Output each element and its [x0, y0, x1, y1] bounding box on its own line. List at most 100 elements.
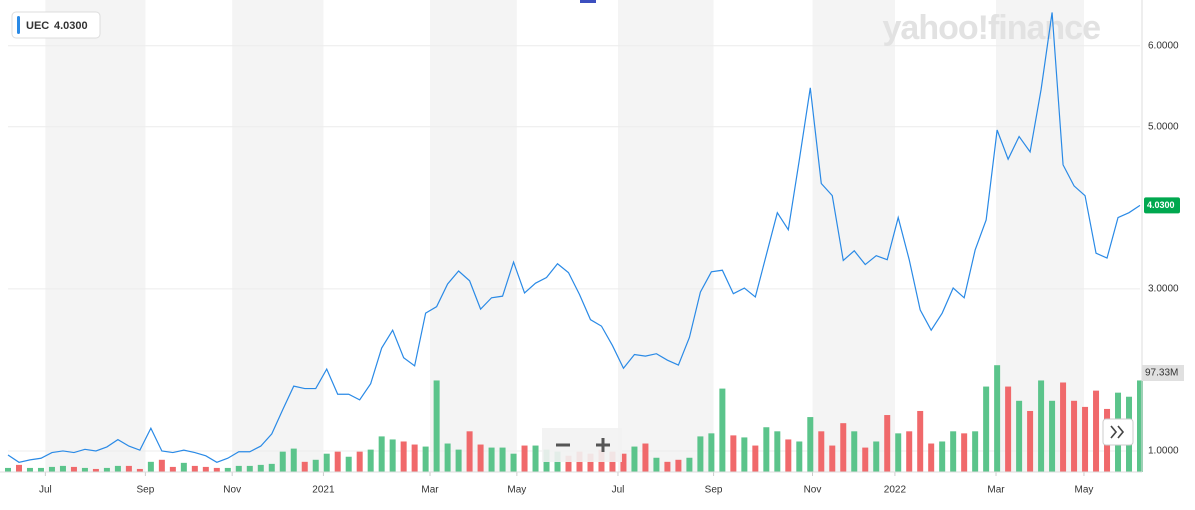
volume-bar	[642, 443, 649, 472]
volume-bar	[697, 436, 704, 472]
volume-bar	[1082, 406, 1089, 472]
x-tick-label: Nov	[223, 485, 241, 496]
x-tick-label: 2022	[884, 485, 907, 496]
volume-bar	[301, 461, 308, 472]
volume-bar	[1027, 410, 1034, 472]
volume-bar	[763, 427, 770, 472]
volume-bar	[510, 453, 517, 472]
volume-bar	[312, 459, 319, 472]
volume-bar	[433, 380, 440, 472]
volume-bar	[499, 447, 506, 472]
volume-bar	[158, 459, 165, 472]
watermark: yahoo!finance	[883, 9, 1101, 47]
scroll-button[interactable]	[1102, 418, 1134, 446]
volume-bar	[961, 433, 968, 472]
volume-bar	[488, 447, 495, 472]
volume-bar	[708, 433, 715, 472]
volume-bar	[224, 467, 231, 472]
month-shading	[45, 0, 1084, 472]
volume-bar	[48, 466, 55, 472]
volume-bar	[466, 431, 473, 472]
y-tick-label: 5.0000	[1148, 121, 1179, 132]
volume-bar	[477, 444, 484, 472]
volume-bar	[323, 453, 330, 472]
volume-bar	[873, 441, 880, 472]
volume-bar	[1005, 386, 1012, 472]
volume-bar	[235, 465, 242, 472]
legend-swatch	[17, 16, 20, 34]
y2-tick-label: 97.33M	[1145, 368, 1178, 379]
volume-bar	[906, 431, 913, 472]
zoom-controls[interactable]	[542, 428, 622, 462]
month-band	[812, 0, 895, 472]
volume-bar	[81, 467, 88, 472]
volume-bar	[675, 459, 682, 472]
volume-bar	[422, 446, 429, 472]
scroll-icon	[1110, 425, 1125, 439]
y-tick-label: 6.0000	[1148, 40, 1179, 51]
top-handle	[580, 0, 596, 3]
volume-bar	[741, 437, 748, 472]
legend-box	[11, 11, 101, 39]
volume-bar	[587, 453, 594, 472]
volume-bar	[180, 462, 187, 472]
volume-bar	[345, 456, 352, 472]
volume-bar	[939, 441, 946, 472]
volume-bar	[268, 463, 275, 472]
x-tick-label: Jul	[39, 485, 52, 496]
volume-bar	[730, 435, 737, 472]
volume-bar	[367, 449, 374, 472]
volume-bar	[664, 461, 671, 472]
x-tick-label: Sep	[136, 485, 154, 496]
legend-name: UEC	[26, 20, 49, 32]
volume-bar	[1137, 380, 1143, 472]
volume-bar	[796, 441, 803, 472]
volume-bar	[840, 423, 847, 472]
volume-bar	[37, 467, 44, 472]
volume-bar	[829, 445, 836, 472]
last-price-label: 4.0300	[1147, 200, 1175, 210]
volume-bar	[378, 436, 385, 472]
volume-bar	[246, 465, 253, 472]
grid	[8, 45, 1140, 452]
volume-bar	[1071, 400, 1078, 472]
volume-bar	[92, 468, 99, 472]
y-tick-label: 1.0000	[1148, 446, 1179, 457]
x-tick-label: Jul	[612, 485, 625, 496]
volume-bar	[290, 448, 297, 472]
volume-bar	[455, 449, 462, 472]
volume-bar	[818, 431, 825, 472]
volume-bar	[983, 386, 990, 472]
scroll-right[interactable]	[1102, 418, 1134, 446]
volume-bar	[202, 466, 209, 472]
volume-bar	[972, 431, 979, 472]
volume-bar	[686, 457, 693, 472]
volume-bar	[279, 451, 286, 472]
legend-value: 4.0300	[54, 20, 88, 32]
x-tick-label: May	[507, 485, 526, 496]
volume-bar	[1060, 382, 1067, 472]
volume-bar	[884, 415, 891, 472]
volume-bar	[719, 388, 726, 472]
price-line	[7, 12, 1141, 463]
volume-bar	[653, 457, 660, 472]
volume-bar	[15, 464, 22, 472]
volume-bar	[774, 431, 781, 472]
volume-bar	[994, 365, 1001, 472]
volume-bar	[1093, 390, 1100, 472]
volume-bar	[103, 467, 110, 472]
volume-bar	[862, 447, 869, 472]
month-band	[617, 0, 714, 472]
month-band	[430, 0, 517, 472]
volume-bar	[631, 446, 638, 472]
volume-bar	[26, 467, 33, 472]
volume-bar	[70, 466, 77, 472]
last-price-tag	[1144, 197, 1180, 214]
y2-tick	[1142, 365, 1184, 381]
month-band	[45, 0, 146, 472]
x-tick-label: 2021	[312, 485, 335, 496]
volume-bar	[1038, 380, 1045, 472]
x-tick-label: Mar	[987, 485, 1005, 496]
volume-bar	[334, 451, 341, 472]
